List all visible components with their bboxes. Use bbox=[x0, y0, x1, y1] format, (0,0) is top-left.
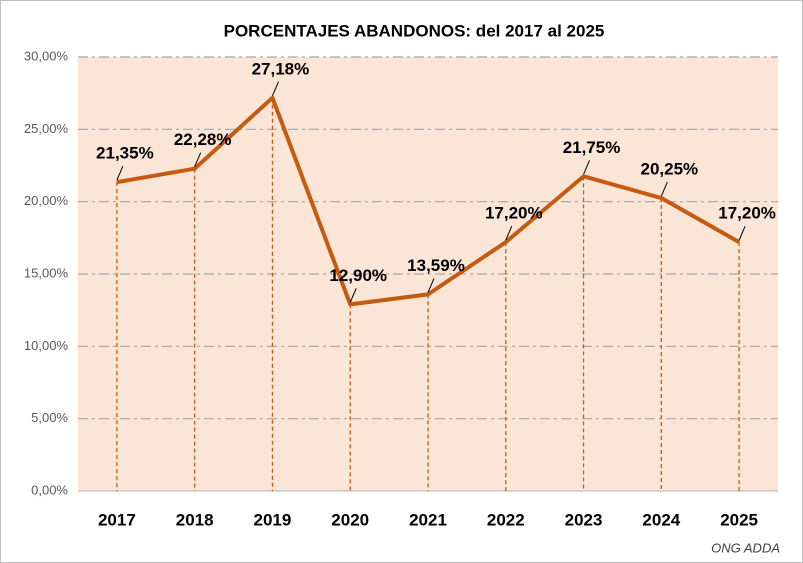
x-tick-label: 2017 bbox=[98, 510, 136, 529]
y-tick-label: 25,00% bbox=[24, 121, 69, 136]
value-label: 17,20% bbox=[485, 204, 543, 223]
value-label: 21,75% bbox=[563, 138, 621, 157]
y-tick-label: 5,00% bbox=[31, 410, 68, 425]
value-label: 21,35% bbox=[96, 144, 154, 163]
x-tick-label: 2025 bbox=[720, 510, 758, 529]
y-tick-label: 20,00% bbox=[24, 193, 69, 208]
x-tick-label: 2019 bbox=[254, 510, 292, 529]
x-tick-label: 2024 bbox=[642, 510, 680, 529]
y-tick-label: 0,00% bbox=[31, 482, 68, 497]
value-label: 22,28% bbox=[174, 130, 232, 149]
x-tick-label: 2020 bbox=[331, 510, 369, 529]
x-tick-label: 2023 bbox=[565, 510, 603, 529]
x-tick-label: 2022 bbox=[487, 510, 525, 529]
source-note: ONG ADDA bbox=[711, 540, 780, 555]
label-leader bbox=[505, 225, 513, 241]
value-label: 27,18% bbox=[252, 59, 310, 78]
label-leader bbox=[194, 152, 202, 167]
y-tick-label: 10,00% bbox=[24, 338, 69, 353]
label-leader bbox=[116, 165, 124, 181]
value-label: 20,25% bbox=[640, 160, 698, 179]
x-tick-label: 2021 bbox=[409, 510, 447, 529]
label-leader bbox=[427, 278, 435, 293]
label-leader bbox=[583, 160, 591, 175]
y-tick-label: 15,00% bbox=[24, 265, 69, 280]
data-line bbox=[116, 95, 741, 307]
value-label: 17,20% bbox=[718, 204, 776, 223]
value-label: 13,59% bbox=[407, 256, 465, 275]
label-leader bbox=[349, 288, 357, 303]
value-label: 12,90% bbox=[329, 266, 387, 285]
label-leader bbox=[738, 225, 746, 241]
chart-title: PORCENTAJES ABANDONOS: del 2017 al 2025 bbox=[224, 21, 605, 40]
label-leader bbox=[271, 81, 279, 96]
y-tick-label: 30,00% bbox=[24, 48, 69, 63]
x-tick-label: 2018 bbox=[176, 510, 214, 529]
label-leader bbox=[660, 181, 668, 197]
